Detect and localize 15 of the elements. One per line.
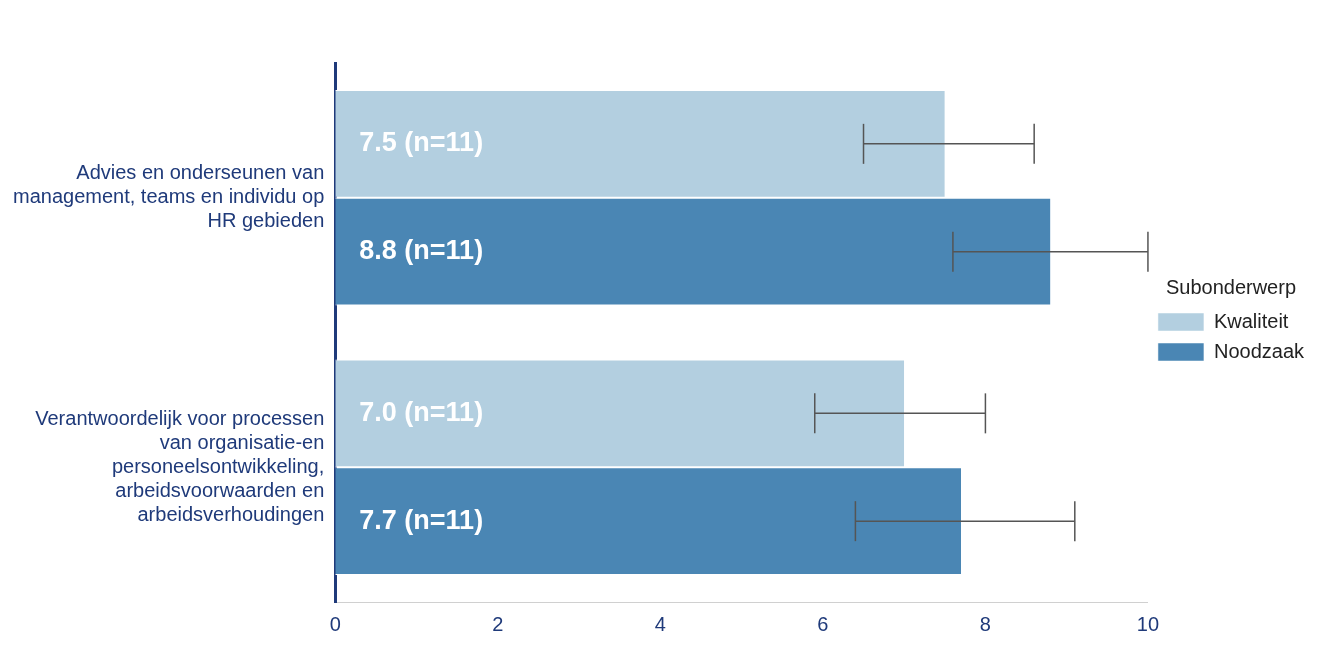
x-tick-label: 8 [979, 612, 991, 635]
data-label: 7.5 (n=11) [359, 127, 484, 158]
y-tick-label: Verantwoordelijk voor processen van organisatie-en personeelsontwikkeling, arbeidsvoorwaarden en arbeidsverhoudingen [35, 406, 325, 525]
x-tick-label: 6 [817, 612, 829, 635]
x-tick-label: 2 [492, 612, 504, 635]
x-tick-label: 10 [1136, 612, 1160, 635]
x-tick-label: 0 [329, 612, 341, 635]
data-label: 8.8 (n=11) [359, 235, 484, 266]
legend-title: Subonderwerp [1165, 275, 1297, 298]
x-tick-label: 4 [654, 612, 666, 635]
y-tick-label: Advies en onderseunen van management, teams en individu op HR gebieden [12, 161, 325, 232]
legend-label: Noodzaak [1213, 339, 1305, 362]
data-label: 7.7 (n=11) [359, 504, 484, 535]
data-label: 7.0 (n=11) [359, 396, 484, 427]
legend-label: Kwaliteit [1213, 309, 1289, 332]
